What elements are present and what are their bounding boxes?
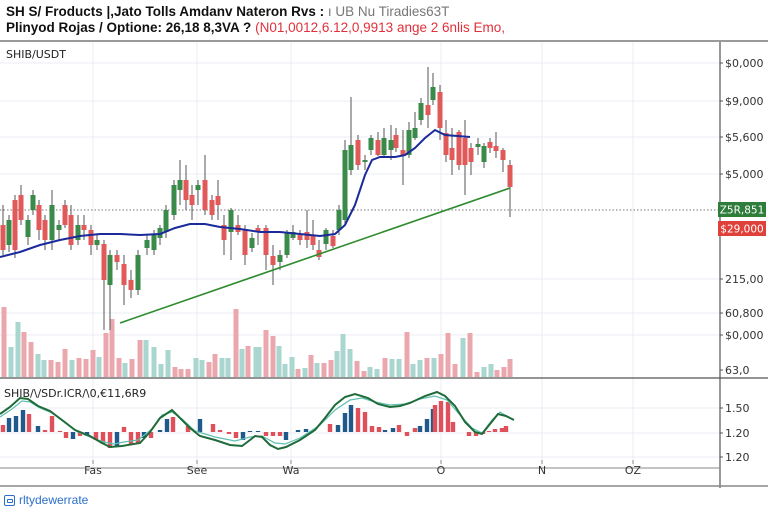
header-stats: (N01,0012,6.12,0,9913 ange 2 6nlis Emo, (255, 20, 506, 35)
header-subtitle: ı UB Nu Tiradies63T (327, 4, 450, 19)
header-title: SH S/ Froducts |,Jato Tolls Amdanv Nater… (6, 4, 325, 19)
svg-text:$29,000: $29,000 (720, 224, 763, 236)
svg-text:1.20: 1.20 (725, 451, 750, 464)
trendline[interactable] (119, 187, 511, 324)
svg-text:Z5R,851: Z5R,851 (720, 205, 765, 217)
price-chart[interactable]: $0,000 $9,000 $5,600 $5,000 215,00 60,800 $0,0… (0, 42, 768, 488)
svg-text:$0,000: $0,000 (725, 329, 764, 342)
svg-text:215,00: 215,00 (725, 273, 764, 286)
brand-name[interactable]: rltydewerrate (19, 493, 89, 507)
chart-header: SH S/ Froducts |,Jato Tolls Amdanv Nater… (0, 0, 768, 42)
svg-text:$5,000: $5,000 (725, 168, 764, 181)
macd-line (0, 390, 515, 451)
candlesticks (0, 67, 513, 330)
grid-lines (0, 42, 720, 468)
header-options: Plinyod Rojas / Optione: 26,18 8,3VA ? (6, 20, 252, 35)
svg-text:N: N (538, 464, 546, 477)
volume-bars (1, 307, 513, 377)
macd-histogram (0, 401, 509, 448)
moving-average-line (0, 128, 471, 258)
svg-text:See: See (187, 464, 208, 477)
svg-text:Wa: Wa (283, 464, 300, 477)
svg-text:1.20: 1.20 (725, 427, 750, 440)
footer: rltydewerrate (0, 488, 768, 512)
svg-text:60,800: 60,800 (725, 307, 764, 320)
svg-text:1.50: 1.50 (725, 402, 750, 415)
indicator-label: SHIB/\/SDr.ICR/\0,€11,6R9 (4, 387, 146, 400)
header-line-2: Plinyod Rojas / Optione: 26,18 8,3VA ? (… (6, 20, 762, 36)
symbol-label: SHIB/USDT (6, 48, 66, 61)
svg-text:O: O (437, 464, 446, 477)
svg-text:$9,000: $9,000 (725, 95, 764, 108)
svg-text:$5,600: $5,600 (725, 131, 764, 144)
svg-text:$0,000: $0,000 (725, 57, 764, 70)
header-line-1: SH S/ Froducts |,Jato Tolls Amdanv Nater… (6, 4, 762, 20)
brand-logo-icon (4, 494, 15, 506)
svg-text:Fas: Fas (84, 464, 102, 477)
svg-text:OZ: OZ (625, 464, 642, 477)
svg-text:63,0: 63,0 (725, 364, 750, 377)
axes: $0,000 $9,000 $5,600 $5,000 215,00 60,800 $0,0… (0, 42, 768, 488)
